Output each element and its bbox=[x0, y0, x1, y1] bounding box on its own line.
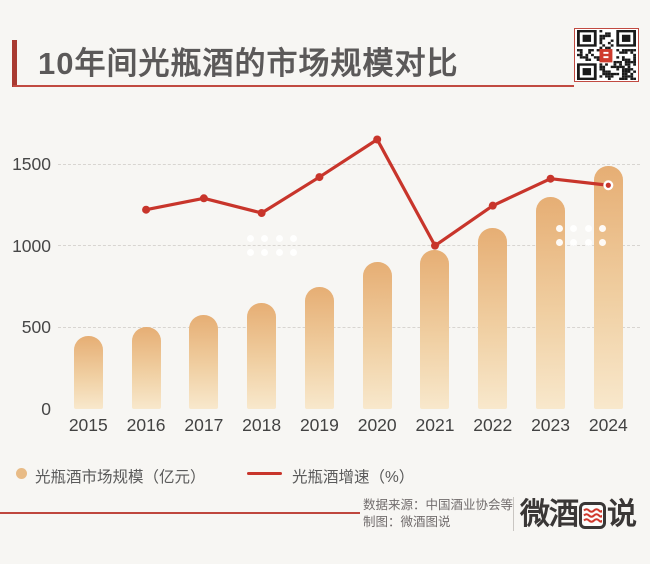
x-axis-label-2023: 2023 bbox=[531, 415, 570, 435]
y-axis-tick-1500: 1500 bbox=[12, 154, 51, 174]
chart-legend: 光瓶酒市场规模（亿元） 光瓶酒增速（%） bbox=[0, 460, 650, 486]
watermark-dot bbox=[261, 249, 269, 257]
watermark-dot bbox=[290, 234, 298, 242]
bar-2024 bbox=[593, 165, 623, 409]
chart-area: 0 500 1000 1500 2015 2016 2017 2018 2019 2020 2021… bbox=[0, 100, 650, 440]
brand-logo-waves-icon bbox=[579, 501, 606, 529]
gridline-500 bbox=[58, 326, 640, 328]
watermark-dot bbox=[246, 249, 254, 257]
x-axis-label-2016: 2016 bbox=[126, 415, 166, 435]
watermark-dot bbox=[584, 239, 592, 247]
x-axis-label-2021: 2021 bbox=[415, 415, 455, 435]
bar-2019 bbox=[304, 286, 334, 409]
brand-logo-prefix: 微酒 bbox=[520, 498, 579, 531]
x-axis-label-2017: 2017 bbox=[184, 415, 224, 435]
x-axis-label-2015: 2015 bbox=[68, 415, 108, 435]
watermark-dot bbox=[275, 234, 283, 242]
qr-code-pattern bbox=[577, 30, 636, 80]
title-accent-bar bbox=[12, 40, 17, 87]
legend-line-label: 光瓶酒增速（%） bbox=[292, 469, 415, 486]
watermark-dot bbox=[261, 234, 269, 242]
x-axis-label-2018: 2018 bbox=[242, 415, 282, 435]
gridline-1500 bbox=[58, 163, 640, 165]
page-title: 10年间光瓶酒的市场规模对比 bbox=[38, 46, 459, 81]
qr-code bbox=[574, 28, 639, 82]
watermark-dot bbox=[584, 224, 592, 232]
watermark-dot bbox=[555, 224, 563, 232]
legend-bar-swatch-icon bbox=[16, 468, 27, 479]
y-axis-tick-500: 500 bbox=[21, 317, 51, 338]
bar-2021 bbox=[420, 249, 450, 409]
y-axis-tick-1000: 1000 bbox=[12, 235, 51, 256]
watermark-dot bbox=[275, 249, 283, 257]
bar-2016 bbox=[131, 326, 161, 409]
footer-divider bbox=[513, 497, 514, 531]
legend-line-swatch-icon bbox=[247, 472, 282, 476]
credit-text: 制图：微酒图说 bbox=[363, 515, 451, 529]
title-underline bbox=[13, 85, 574, 87]
watermark-dot bbox=[599, 224, 607, 232]
bar-2020 bbox=[362, 262, 392, 409]
bar-2022 bbox=[478, 227, 508, 409]
bar-2015 bbox=[73, 336, 103, 409]
watermark-dot bbox=[555, 239, 563, 247]
x-axis-label-2019: 2019 bbox=[299, 415, 339, 435]
legend-bar-label: 光瓶酒市场规模（亿元） bbox=[35, 469, 206, 486]
bar-2017 bbox=[189, 315, 219, 409]
brand-logo-suffix: 说 bbox=[607, 498, 637, 531]
brand-logo: 微酒 说 bbox=[520, 497, 637, 533]
y-axis-tick-0: 0 bbox=[41, 399, 51, 419]
x-axis-label-2022: 2022 bbox=[473, 415, 513, 435]
watermark-dot bbox=[570, 224, 578, 232]
x-axis-label-2024: 2024 bbox=[588, 415, 628, 435]
watermark-dot bbox=[246, 234, 254, 242]
watermark-dot bbox=[290, 249, 298, 257]
data-source-text: 数据来源：中国酒业协会等 bbox=[363, 498, 514, 512]
footer-rule bbox=[0, 512, 360, 514]
x-axis-label-2020: 2020 bbox=[357, 415, 397, 435]
bar-2018 bbox=[247, 302, 277, 409]
